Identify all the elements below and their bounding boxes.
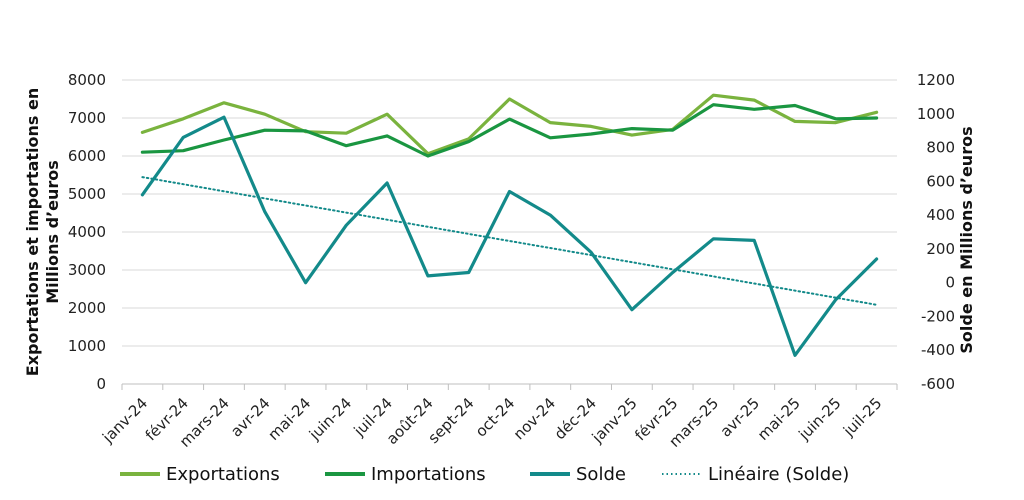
x-tick-label: juin-25	[795, 394, 845, 444]
axes	[121, 383, 898, 390]
right-axis-title: Solde en Millions d’euros	[957, 126, 976, 353]
right-tick-label: -400	[921, 341, 955, 359]
x-tick-label: oct-24	[472, 394, 519, 441]
series-line-0	[140, 93, 879, 156]
left-tick-label: 6000	[68, 147, 106, 165]
legend-label-1: Importations	[371, 464, 486, 485]
right-tick-label: 0	[945, 274, 955, 292]
left-tick-label: 3000	[68, 261, 106, 279]
legend-label-3: Linéaire (Solde)	[708, 464, 849, 485]
right-axis-ticks: -600 -400 -200 0 200 400 600 800 1000 1200	[917, 71, 955, 393]
legend-label-0: Exportations	[166, 464, 280, 485]
right-tick-label: 800	[926, 139, 955, 157]
right-tick-label: 200	[926, 240, 955, 258]
x-tick-label: juin-24	[305, 394, 355, 444]
left-tick-label: 1000	[68, 337, 106, 355]
x-tick-label: nov-24	[510, 394, 559, 443]
left-axis-title-line2: Millions d’euros	[43, 160, 62, 304]
series-lines	[140, 93, 879, 357]
right-tick-label: 1200	[917, 71, 955, 89]
right-tick-label: 400	[926, 206, 955, 224]
left-tick-label: 4000	[68, 223, 106, 241]
right-tick-label: 1000	[917, 105, 955, 123]
right-tick-label: -200	[921, 307, 955, 325]
left-axis-title-line1: Exportations et importations en	[23, 88, 42, 377]
right-tick-label: 600	[926, 172, 955, 190]
left-tick-label: 5000	[68, 185, 106, 203]
series-line-2	[140, 115, 879, 357]
left-tick-label: 7000	[68, 109, 106, 127]
x-tick-label: juil-25	[839, 394, 885, 440]
left-tick-label: 8000	[68, 71, 106, 89]
left-tick-label: 0	[96, 375, 106, 393]
left-axis-ticks: 0 1000 2000 3000 4000 5000 6000 7000 8000	[68, 71, 106, 393]
x-tick-label: janv-25	[588, 394, 641, 447]
x-tick-label: sept-24	[425, 394, 478, 447]
series-line-1	[140, 103, 879, 158]
series-line-3	[141, 176, 878, 306]
right-tick-label: -600	[921, 375, 955, 393]
left-tick-label: 2000	[68, 299, 106, 317]
legend-label-2: Solde	[576, 464, 626, 485]
x-tick-label: janv-24	[98, 394, 151, 447]
x-axis-ticks: janv-24févr-24mars-24avr-24mai-24juin-24…	[98, 394, 885, 451]
x-tick-label: mai-24	[265, 394, 315, 444]
x-tick-label: mai-25	[754, 394, 804, 444]
legend: Exportations Importations Solde Linéaire (S…	[120, 464, 849, 485]
